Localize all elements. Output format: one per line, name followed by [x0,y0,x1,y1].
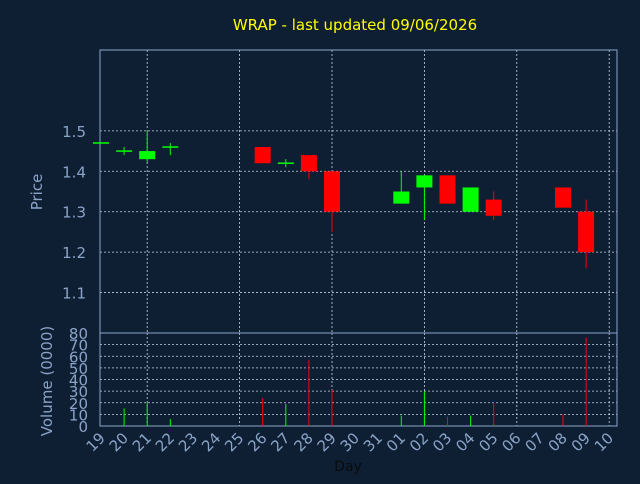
candle [254,147,271,164]
volume-y-tick-label: 60 [69,348,88,366]
candle [462,187,479,212]
volume-y-tick-label: 80 [69,325,88,343]
volume-y-tick-label: 70 [69,337,88,355]
candle-body [300,155,317,172]
candle [393,171,410,204]
candle-body [393,191,410,204]
candle-body [462,187,479,212]
volume-bars [123,337,587,426]
volume-y-tick-label: 0 [78,418,88,436]
candle [555,187,571,208]
chart-title: WRAP - last updated 09/06/2026 [233,16,477,34]
candle [485,191,502,220]
candle [277,159,294,168]
candle-body [416,175,433,188]
candle-body [555,187,571,208]
candle [300,155,317,180]
candle-body [254,147,271,164]
candle-body [324,171,340,212]
x-axis-ticks: 1920212223242526272829303101020304050607… [83,429,617,455]
volume-y-tick-label: 10 [69,406,88,424]
candle [578,199,595,269]
volume-y-tick-label: 30 [69,383,88,401]
candle [439,175,456,204]
volume-y-axis-label: Volume (0000) [38,326,56,436]
candle-body [116,150,133,152]
price-y-tick-label: 1.3 [62,204,86,222]
candle [116,147,133,156]
volume-y-tick-label: 40 [69,372,88,390]
candle-body [485,199,502,216]
price-y-tick-label: 1.4 [62,163,86,181]
candle-body [93,142,109,144]
candle-body [162,146,179,148]
volume-plot-frame [99,332,618,427]
price-panel: 1.1 1.2 1.3 1.4 1.5 [62,49,618,334]
price-y-tick-label: 1.1 [62,285,86,303]
candle [416,175,433,220]
price-y-ticks: 1.1 1.2 1.3 1.4 1.5 [62,123,86,303]
candle-body [139,151,156,160]
x-axis-label: Day [334,459,362,475]
candle-body [578,211,595,253]
candle [93,142,109,144]
volume-y-tick-label: 20 [69,395,88,413]
candle [139,130,156,164]
candle-body [439,175,456,204]
volume-y-tick-label: 50 [69,360,88,378]
candle [324,171,340,232]
candles [93,130,595,269]
price-y-tick-label: 1.5 [62,123,86,141]
candle-body [277,162,294,164]
candle [162,142,179,156]
price-y-tick-label: 1.2 [62,244,86,262]
price-y-axis-label: Price [28,174,46,211]
